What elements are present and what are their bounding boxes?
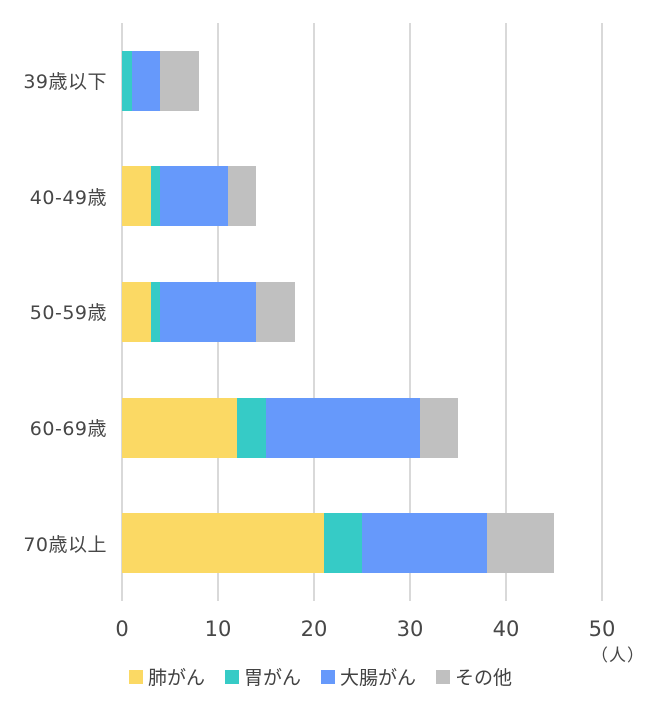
y-axis-label: 50-59歳 [29,302,107,325]
legend: 肺がん 胃がん 大腸がん その他 [129,663,512,690]
bar-row [122,485,602,601]
bar-row [122,139,602,255]
gridline [601,23,603,601]
x-tick-label: 10 [204,617,232,641]
y-axis-labels: 39歳以下 40-49歳 50-59歳 60-69歳 70歳以上 [0,23,107,601]
gridline [409,23,411,601]
x-tick-label: 30 [396,617,424,641]
y-axis-label: 60-69歳 [29,418,107,441]
bar-row [122,23,602,139]
bar-segment [160,281,257,342]
gridline [313,23,315,601]
x-unit-label: （人） [591,646,645,666]
bar-segment [486,513,554,574]
bar [122,397,458,458]
bar-segment [150,281,161,342]
bar-row [122,370,602,486]
x-tick-label: 50 [588,617,616,641]
x-tick-label: 20 [300,617,328,641]
legend-item: 肺がん [129,663,205,690]
bar-segment [160,50,199,111]
bar-segment [131,50,161,111]
bar-segment [256,281,295,342]
plot-area [121,23,603,601]
bar-row [122,254,602,370]
bar-segment [122,50,132,111]
y-axis-label: 70歳以上 [23,533,107,556]
bar [122,166,257,227]
legend-item: 大腸がん [321,663,416,690]
legend-swatch-icon [129,669,143,684]
bar-rows [122,23,602,601]
y-axis-label: 39歳以下 [23,71,107,94]
bar [122,513,554,574]
bar-segment [237,397,266,458]
legend-label: 胃がん [244,667,302,689]
legend-label: 肺がん [148,667,206,689]
bar-segment [122,281,151,342]
bar-segment [122,513,324,574]
legend-label: その他 [455,667,513,689]
x-tick-label: 0 [115,617,129,641]
legend-swatch-icon [436,669,451,684]
bar-segment [122,397,238,458]
bar-segment [419,397,458,458]
bar [122,50,199,111]
bar [122,281,295,342]
y-axis-label: 40-49歳 [29,186,107,209]
bar-segment [323,513,362,574]
bar-segment [160,166,228,227]
x-axis-ticks: 0 10 20 30 40 50 [0,617,668,646]
x-tick-label: 40 [492,617,520,641]
bar-segment [150,166,161,227]
legend-label: 大腸がん [340,667,417,689]
bar-segment [265,397,420,458]
bar-segment [361,513,487,574]
legend-swatch-icon [321,669,336,684]
bar-segment [122,166,151,227]
legend-item: 胃がん [225,663,301,690]
gridline [505,23,507,601]
legend-item: その他 [436,663,512,690]
bar-segment [227,166,257,227]
legend-swatch-icon [225,669,240,684]
